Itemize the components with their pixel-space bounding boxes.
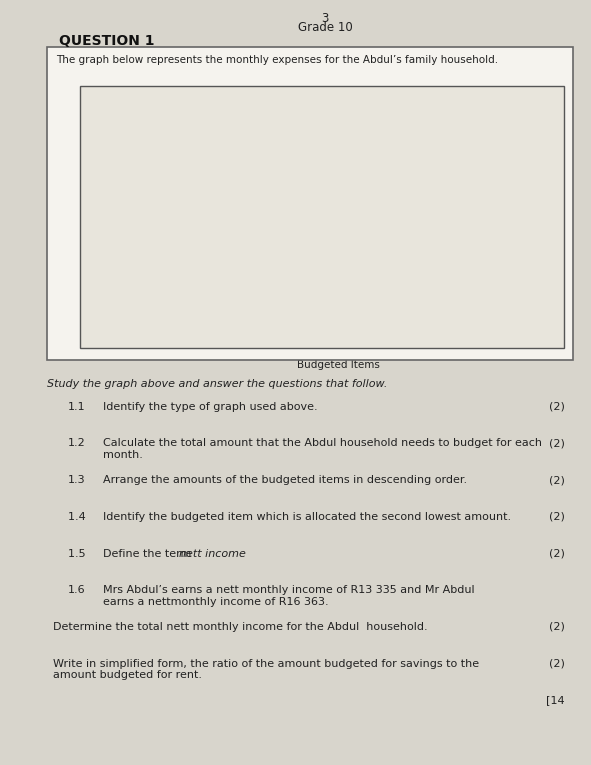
Text: 1.2: 1.2 [68, 438, 86, 448]
Bar [138, 144, 167, 329]
Text: (2): (2) [548, 549, 564, 558]
Text: R4 000: R4 000 [403, 194, 433, 203]
Text: Identify the type of graph used above.: Identify the type of graph used above. [103, 402, 318, 412]
Text: Arrange the amounts of the budgeted items in descending order.: Arrange the amounts of the budgeted item… [103, 475, 467, 485]
Text: 1.6: 1.6 [68, 585, 86, 595]
Text: Write in simplified form, the ratio of the amount budgeted for savings to the
am: Write in simplified form, the ratio of t… [53, 659, 479, 680]
Text: R3 000: R3 000 [509, 225, 539, 234]
Text: 1.4: 1.4 [68, 512, 89, 522]
Text: R2 600: R2 600 [456, 237, 486, 246]
Bar [350, 236, 379, 329]
Text: R2 400: R2 400 [244, 243, 274, 252]
Text: [14: [14 [545, 695, 564, 705]
Text: Identify the budgeted item which is allocated the second lowest amount.: Identify the budgeted item which is allo… [103, 512, 512, 522]
Text: Define the term: Define the term [103, 549, 195, 558]
Text: Determine the total nett monthly income for the Abdul  household.: Determine the total nett monthly income … [53, 622, 428, 632]
Bar [244, 255, 274, 329]
Bar [191, 249, 220, 329]
Bar [403, 205, 433, 329]
Text: Mrs Abdul’s earns a nett monthly income of R13 335 and Mr Abdul
earns a nettmont: Mrs Abdul’s earns a nett monthly income … [103, 585, 475, 607]
Text: Grade 10: Grade 10 [298, 21, 352, 34]
Text: (2): (2) [548, 475, 564, 485]
Text: Calculate the total amount that the Abdul household needs to budget for each
mon: Calculate the total amount that the Abdu… [103, 438, 543, 460]
Text: QUESTION 1: QUESTION 1 [59, 34, 155, 48]
Text: R6 000: R6 000 [138, 132, 168, 141]
Text: 1.1: 1.1 [68, 402, 86, 412]
Text: (2): (2) [548, 438, 564, 448]
Bar [509, 236, 538, 329]
Bar [297, 285, 326, 329]
Text: R1 400: R1 400 [297, 274, 327, 283]
Text: .: . [223, 549, 226, 558]
Text: R3 000: R3 000 [350, 225, 379, 234]
Text: 1.3: 1.3 [68, 475, 86, 485]
Text: 1.5: 1.5 [68, 549, 89, 558]
Text: (2): (2) [548, 659, 564, 669]
Bar [456, 249, 485, 329]
Y-axis label: Amount: Amount [66, 193, 76, 233]
Text: The graph below represents the monthly expenses for the Abdul’s family household: The graph below represents the monthly e… [56, 55, 498, 65]
Text: Study the graph above and answer the questions that follow.: Study the graph above and answer the que… [47, 379, 388, 389]
Text: (2): (2) [548, 402, 564, 412]
Text: (2): (2) [548, 512, 564, 522]
Title: Expenses for the Jacobs household: Expenses for the Jacobs household [221, 80, 456, 93]
X-axis label: Budgeted Items: Budgeted Items [297, 360, 380, 370]
Text: (2): (2) [548, 622, 564, 632]
Text: R2 600: R2 600 [191, 237, 220, 246]
Text: nett income: nett income [179, 549, 246, 558]
Text: 3: 3 [322, 12, 329, 25]
